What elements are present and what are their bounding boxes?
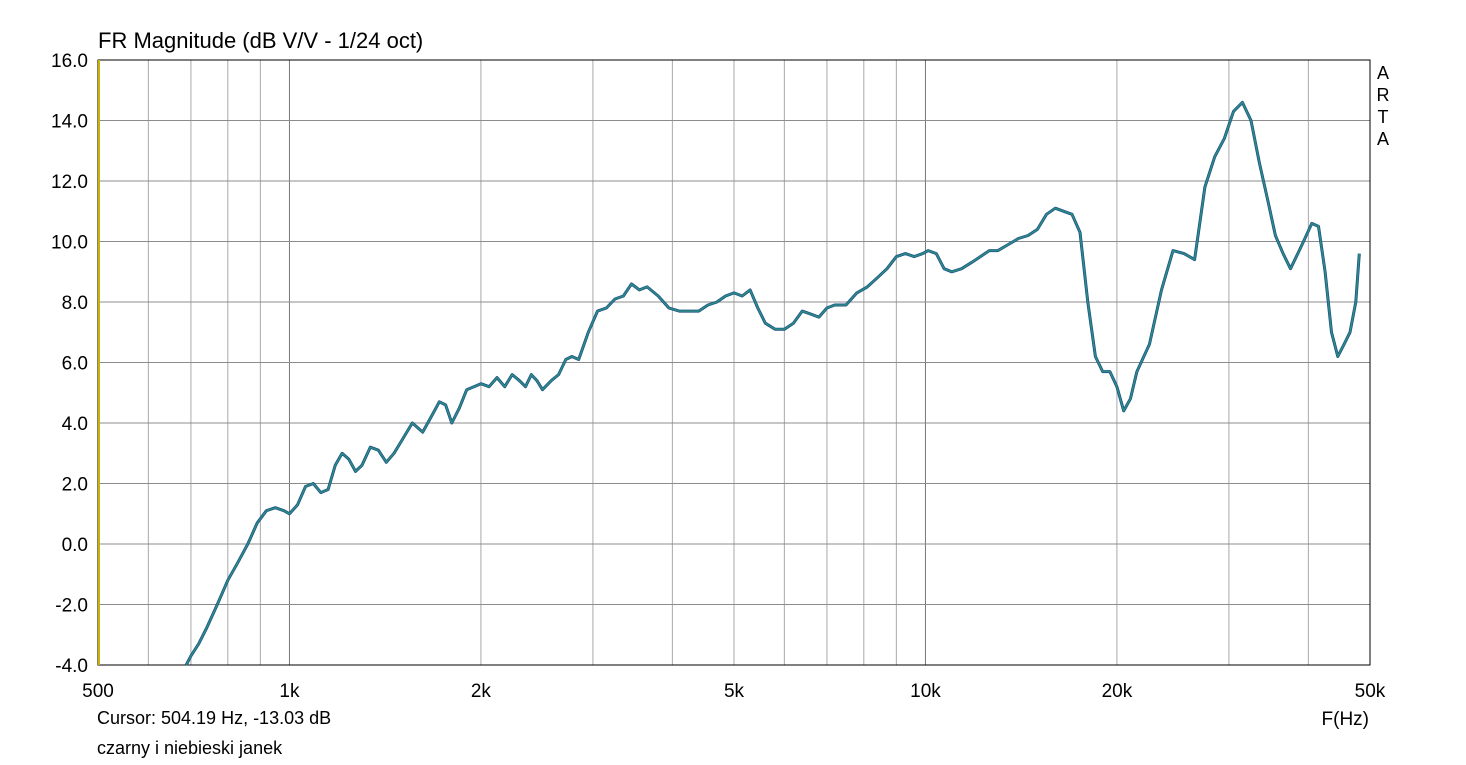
arta-watermark: A R T A (1375, 62, 1391, 150)
y-axis-ticks: 16.0 14.0 12.0 10.0 8.0 6.0 4.0 2.0 0.0 -2.0 -4.0 (51, 51, 88, 677)
x-tick-label: 20k (1102, 681, 1133, 702)
y-tick-label: -4.0 (55, 656, 88, 677)
x-tick-label: 5k (724, 681, 745, 702)
y-tick-label: 0.0 (62, 535, 88, 556)
x-axis-ticks: 500 1k 2k 5k 10k 20k 50k (82, 681, 1386, 702)
watermark-letter: T (1377, 107, 1389, 127)
y-tick-label: 14.0 (51, 112, 88, 133)
watermark-letter: A (1376, 129, 1389, 149)
watermark-letter: A (1376, 63, 1389, 83)
y-tick-label: 2.0 (62, 475, 88, 496)
x-tick-label: 50k (1355, 681, 1386, 702)
watermark-letter: R (1376, 85, 1390, 105)
y-tick-label: 12.0 (51, 172, 88, 193)
cursor-readout: Cursor: 504.19 Hz, -13.03 dB (97, 708, 332, 728)
x-tick-label: 2k (471, 681, 492, 702)
x-tick-label: 1k (279, 681, 300, 702)
y-tick-label: 16.0 (51, 51, 88, 72)
x-tick-label: 10k (910, 681, 941, 702)
y-tick-label: 6.0 (62, 354, 88, 375)
y-tick-label: 4.0 (62, 414, 88, 435)
chart-title: FR Magnitude (dB V/V - 1/24 oct) (98, 28, 424, 53)
y-tick-label: -2.0 (55, 596, 88, 617)
x-tick-label: 500 (82, 681, 114, 702)
x-axis-label: F(Hz) (1322, 709, 1369, 730)
response-curve (185, 101, 1361, 666)
response-curve-outline (184, 100, 1361, 666)
measurement-note: czarny i niebieski janek (97, 738, 283, 758)
y-tick-label: 8.0 (62, 293, 88, 314)
y-tick-label: 10.0 (51, 233, 88, 254)
